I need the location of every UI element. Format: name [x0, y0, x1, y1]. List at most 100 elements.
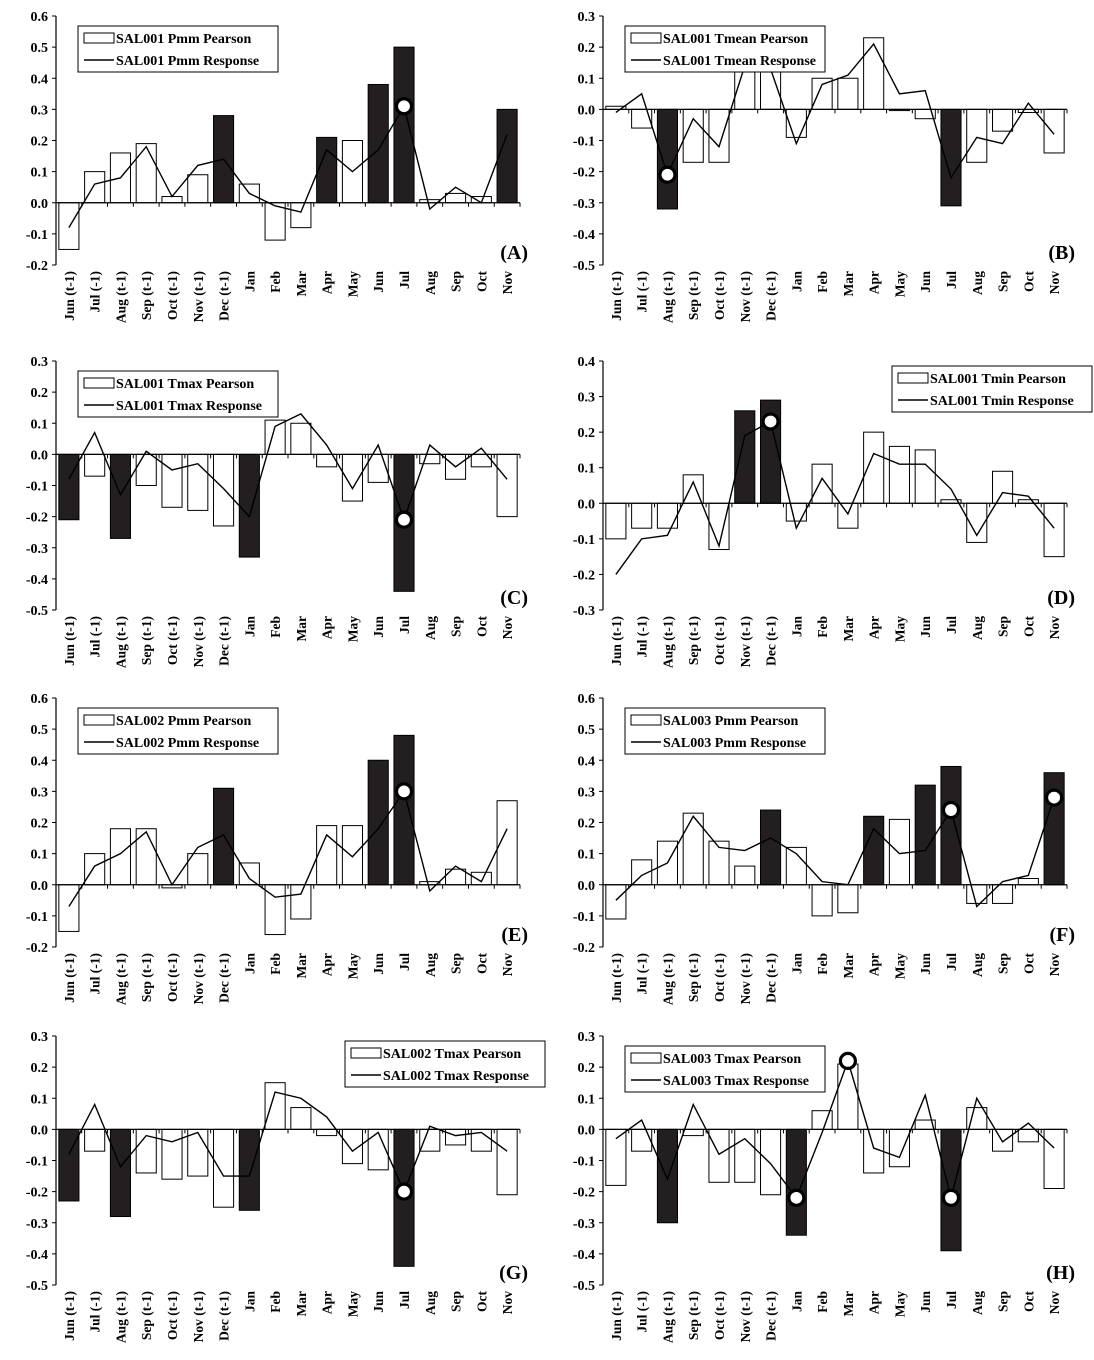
- x-tick-label: Sep (t-1): [139, 271, 154, 320]
- bar-pearson: [264, 202, 286, 241]
- response-marker: [394, 97, 414, 116]
- chart-panel-7: -0.5 -0.4 -0.3 -0.2 -0.1 0.0 0.1 0.2 0.3 Jun (t-1…: [0, 1020, 547, 1355]
- bar-pearson: [290, 884, 312, 920]
- x-tick-label: Aug: [423, 1291, 438, 1315]
- y-tick-label: 0.3: [31, 355, 49, 370]
- bar-significant: [940, 108, 962, 207]
- bar-pearson: [419, 453, 441, 465]
- bar-pearson: [161, 1128, 183, 1180]
- x-tick-label: Jul (-1): [88, 616, 103, 658]
- x-tick-label: Apr: [867, 616, 882, 639]
- x-tick-label: Oct: [474, 1291, 489, 1312]
- x-tick-label: Apr: [867, 953, 882, 976]
- panel-label: (D): [1047, 587, 1075, 609]
- panel-label: (E): [501, 924, 528, 946]
- x-tick-label: Oct: [1021, 1291, 1036, 1312]
- x-tick-label: Dec (t-1): [217, 616, 232, 666]
- bar-significant: [109, 1128, 131, 1218]
- x-tick-label: Mar: [294, 616, 309, 641]
- legend-label-pearson: SAL002 Tmax Pearson: [383, 1047, 521, 1062]
- chart-svg: -0.2 -0.1 0.0 0.1 0.2 0.3 0.4 0.5 0.6 Jun (t-1) Ju…: [573, 692, 1075, 1005]
- response-marker: [394, 1182, 414, 1201]
- x-tick-label: Nov: [500, 1291, 515, 1314]
- legend-label-response: SAL002 Pmm Response: [116, 736, 259, 751]
- x-tick-label: Nov: [500, 271, 515, 294]
- response-marker: [394, 510, 414, 529]
- bar-pearson: [837, 502, 859, 529]
- y-tick-label: 0.3: [578, 1030, 596, 1045]
- legend-bar-swatch: [897, 372, 929, 384]
- bar-significant: [393, 46, 415, 204]
- chart-svg: -0.2 -0.1 0.0 0.1 0.2 0.3 0.4 0.5 0.6 Jun (t-1) Ju…: [26, 692, 528, 1005]
- bar-pearson: [135, 453, 157, 486]
- x-tick-label: Jul: [397, 271, 412, 289]
- response-marker: [761, 412, 780, 431]
- y-tick-label: 0.2: [578, 426, 596, 441]
- x-tick-label: Jul: [944, 271, 959, 289]
- x-tick-label: Jul (-1): [88, 953, 103, 995]
- x-tick-label: Sep: [996, 616, 1011, 637]
- bar-pearson: [264, 1082, 286, 1130]
- bar-pearson: [187, 1128, 209, 1177]
- y-tick-label: -0.3: [573, 1217, 595, 1232]
- x-tick-label: Oct (t-1): [165, 1291, 180, 1340]
- x-tick-label: Sep (t-1): [686, 271, 701, 320]
- x-tick-label: Jul: [397, 953, 412, 971]
- bar-pearson: [1043, 1128, 1065, 1190]
- y-tick-label: 0.0: [578, 103, 596, 118]
- response-marker: [658, 165, 677, 184]
- x-tick-label: Aug: [970, 271, 985, 295]
- y-tick-label: -0.2: [26, 941, 48, 956]
- bar-pearson: [992, 1128, 1014, 1152]
- bar-pearson: [966, 108, 988, 163]
- legend-label-response: SAL001 Pmm Response: [116, 54, 259, 69]
- bar-pearson: [760, 1128, 782, 1196]
- bar-pearson: [811, 884, 833, 917]
- response-line: [615, 797, 1055, 908]
- y-tick-label: -0.2: [573, 166, 595, 181]
- x-tick-label: Feb: [268, 616, 283, 638]
- panel-label: (H): [1046, 1262, 1075, 1284]
- x-tick-label: Jul (-1): [88, 271, 103, 313]
- legend-label-pearson: SAL001 Tmax Pearson: [116, 377, 254, 392]
- response-marker: [838, 1051, 857, 1071]
- bar-pearson: [785, 502, 807, 522]
- x-tick-label: Nov: [1047, 1291, 1062, 1314]
- y-tick-label: 0.2: [578, 817, 596, 832]
- x-tick-label: Jul (-1): [635, 616, 650, 658]
- x-tick-label: Jul (-1): [635, 271, 650, 313]
- y-tick-label: -0.2: [573, 568, 595, 583]
- x-tick-label: Aug: [970, 1291, 985, 1315]
- x-tick-label: Sep (t-1): [686, 1291, 701, 1340]
- response-line: [68, 413, 508, 522]
- x-tick-label: Jun (t-1): [62, 271, 77, 321]
- x-tick-label: May: [892, 271, 907, 297]
- legend-bar-swatch: [630, 714, 662, 726]
- y-tick-label: 0.1: [31, 417, 49, 432]
- chart-panel-8: -0.5 -0.4 -0.3 -0.2 -0.1 0.0 0.1 0.2 0.3 Jun (t-1…: [547, 1020, 1094, 1355]
- bar-significant: [213, 787, 235, 886]
- y-tick-label: 0.0: [31, 1123, 49, 1138]
- legend: SAL001 Tmax Pearson SAL001 Tmax Response: [77, 370, 279, 418]
- x-tick-label: Mar: [294, 953, 309, 978]
- bar-pearson: [341, 825, 363, 886]
- y-tick-label: 0.3: [578, 391, 596, 406]
- x-tick-label: Aug (t-1): [113, 271, 128, 323]
- bar-significant: [940, 765, 962, 886]
- x-tick-label: Feb: [815, 953, 830, 975]
- x-tick-label: Jan: [242, 271, 257, 293]
- x-tick-label: Nov: [1047, 953, 1062, 976]
- bar-pearson: [1017, 878, 1039, 886]
- x-tick-label: Mar: [841, 1291, 856, 1316]
- y-tick-label: -0.2: [573, 1186, 595, 1201]
- panel-label: (B): [1048, 242, 1075, 264]
- y-tick-label: 0.3: [31, 103, 49, 118]
- y-tick-label: 0.0: [578, 1123, 596, 1138]
- x-tick-label: Sep (t-1): [686, 953, 701, 1002]
- x-tick-label: Feb: [815, 1291, 830, 1313]
- x-tick-label: Nov (t-1): [191, 271, 206, 322]
- x-tick-label: Dec (t-1): [764, 953, 779, 1003]
- bar-significant: [496, 108, 518, 204]
- x-tick-label: Feb: [815, 616, 830, 638]
- x-tick-label: Jun: [918, 1291, 933, 1313]
